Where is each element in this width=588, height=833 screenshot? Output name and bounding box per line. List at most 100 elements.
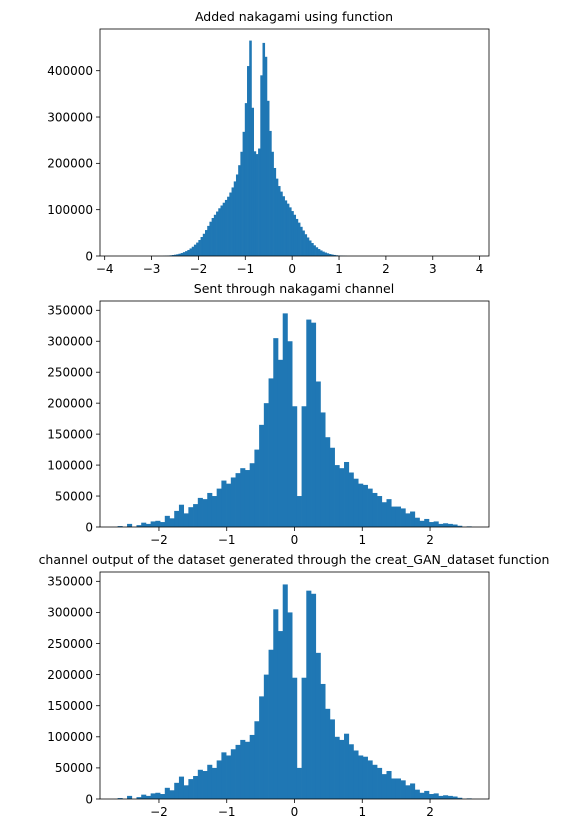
histogram-bar <box>183 785 189 799</box>
histogram-bar <box>164 787 170 799</box>
histogram-bar <box>230 477 236 527</box>
histogram-bar <box>362 756 368 799</box>
histogram-bar <box>160 522 166 527</box>
histogram-bar <box>320 412 326 527</box>
y-tick-label: 300000 <box>47 606 93 620</box>
histogram-bar <box>216 760 222 799</box>
y-tick-label: 250000 <box>47 637 93 651</box>
histogram-bar <box>292 677 298 799</box>
histogram-bar <box>334 465 340 527</box>
histogram-bar <box>292 406 298 527</box>
histogram-bar <box>247 66 250 256</box>
histogram-bar <box>271 151 274 256</box>
y-tick-label: 150000 <box>47 699 93 713</box>
histogram-bar <box>306 590 312 799</box>
histogram-bar <box>263 674 269 799</box>
histogram-bar <box>433 793 439 799</box>
histogram-bar <box>284 200 288 256</box>
histogram-bar <box>296 496 302 527</box>
x-tick-label: 0 <box>288 262 296 276</box>
x-tick-label: 1 <box>335 262 343 276</box>
histogram-bar <box>150 521 156 527</box>
histogram-bar <box>196 242 199 256</box>
histogram-bar <box>231 187 235 256</box>
histogram-bar <box>211 767 218 799</box>
histogram-bar <box>238 165 241 256</box>
histogram-bar <box>258 148 261 256</box>
histogram-bar <box>169 518 175 527</box>
subplot-3: channel output of the dataset generated … <box>39 552 550 819</box>
x-tick-label: −3 <box>143 262 161 276</box>
y-tick-label: 100000 <box>47 730 93 744</box>
histogram-bar <box>295 218 299 256</box>
histogram-bar <box>211 496 218 527</box>
histogram-bar <box>400 508 406 527</box>
histogram-bar <box>240 151 243 256</box>
histogram-bar <box>226 755 232 799</box>
histogram-bar <box>277 186 281 256</box>
histogram-bar <box>395 506 401 527</box>
x-tick-label: −2 <box>190 262 208 276</box>
histogram-bar <box>358 755 364 799</box>
histogram-bar <box>414 789 420 799</box>
histogram-bar <box>391 778 397 799</box>
histogram-bar <box>178 504 185 527</box>
subplot-2: Sent through nakagami channel −2 −1 0 1 2 0 50… <box>47 281 490 547</box>
histogram-bar <box>207 764 213 799</box>
histogram-bar <box>266 100 270 256</box>
x-tick-label: 0 <box>291 533 299 547</box>
histogram-bar <box>424 790 430 799</box>
y-tick-label: 300000 <box>47 110 93 124</box>
histogram-bar <box>229 192 232 256</box>
histogram-bar <box>240 739 246 799</box>
histogram-bar <box>282 313 288 527</box>
histogram-bar <box>117 798 123 799</box>
histogram-bar <box>207 225 210 256</box>
histogram-bar <box>145 795 151 799</box>
y-tick-label: 350000 <box>47 304 93 318</box>
histogram-bar <box>174 510 180 527</box>
histogram-bar <box>249 40 252 256</box>
x-tick-label: 2 <box>382 262 390 276</box>
histogram-bar <box>169 790 175 799</box>
histogram-bar <box>235 174 239 256</box>
histogram-bar <box>155 792 161 799</box>
histogram-bar <box>211 218 215 256</box>
histogram-bar <box>155 520 161 527</box>
histogram-bar <box>297 222 301 256</box>
histogram-bar <box>244 741 251 799</box>
histogram-bar <box>277 359 284 527</box>
x-tick-label: 1 <box>358 805 366 819</box>
histogram-bar <box>296 767 302 799</box>
x-tick-label: 4 <box>476 262 484 276</box>
histogram-bar <box>339 739 345 799</box>
histogram-bar <box>438 795 444 799</box>
histogram-bar <box>200 237 204 256</box>
histogram-bar <box>233 181 237 256</box>
histogram-bar <box>410 783 416 799</box>
histogram-bar <box>367 760 373 799</box>
x-tick-label: −4 <box>96 262 114 276</box>
histogram-bar <box>405 513 411 527</box>
histogram-bar <box>306 237 310 256</box>
x-tick-label: 3 <box>429 262 437 276</box>
x-tick-label: 1 <box>358 533 366 547</box>
histogram-bar <box>428 522 434 527</box>
histogram-bar <box>322 251 325 256</box>
histogram-bar <box>198 240 201 256</box>
y-tick-label: 200000 <box>47 396 93 410</box>
histogram-bar <box>254 721 260 799</box>
subplot-2-title: Sent through nakagami channel <box>194 281 394 296</box>
histogram-bar <box>275 178 279 256</box>
x-tick-label: −2 <box>150 805 168 819</box>
histogram-bar <box>320 683 326 799</box>
y-tick-label: 200000 <box>47 157 93 171</box>
histogram-bar <box>269 130 272 256</box>
histogram-bar <box>372 764 378 799</box>
histogram-bar <box>221 752 227 799</box>
histogram-bar <box>235 744 241 799</box>
histogram-bar <box>452 524 458 527</box>
histogram-bar <box>253 151 257 256</box>
histogram-bar <box>259 696 265 799</box>
